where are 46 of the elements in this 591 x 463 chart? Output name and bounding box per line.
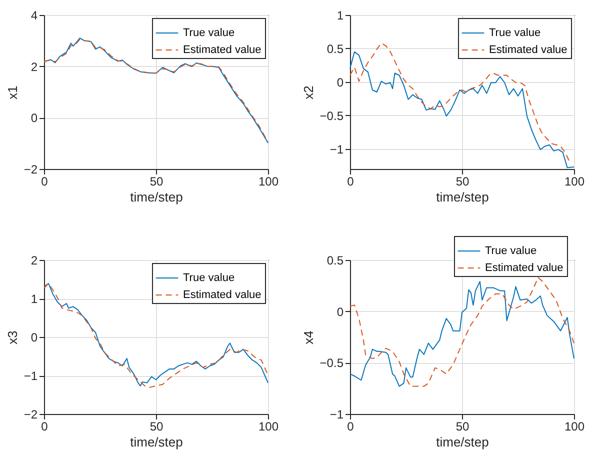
y-tick-label: −2 — [24, 408, 38, 422]
legend-label: Estimated value — [489, 44, 568, 56]
legend-label: Estimated value — [485, 262, 564, 274]
y-tick-label: 0 — [30, 330, 38, 344]
y-tick-label: −0.5 — [320, 108, 344, 123]
y-axis-title: x4 — [300, 330, 316, 344]
y-tick-label: 2 — [30, 254, 38, 268]
legend-label: True value — [183, 272, 235, 284]
x-tick-label: 50 — [150, 174, 164, 188]
x-tick-label: 0 — [347, 174, 354, 188]
x-axis-title: time/step — [130, 190, 183, 204]
y-tick-label: −2 — [24, 162, 38, 176]
legend-label: True value — [485, 245, 537, 257]
x-axis-title: time/step — [436, 434, 489, 450]
y-tick-label: −1 — [330, 142, 344, 156]
x-tick-label: 0 — [41, 420, 48, 434]
y-tick-label: 0.5 — [326, 254, 344, 268]
x-tick-label: 50 — [150, 420, 164, 434]
y-tick-label: 1 — [336, 8, 344, 22]
y-axis-title: x3 — [4, 330, 20, 344]
legend-label: True value — [489, 27, 541, 39]
y-axis-title: x1 — [4, 86, 20, 100]
legend-label: Estimated value — [183, 289, 262, 301]
y-tick-label: 0.5 — [326, 42, 344, 56]
y-tick-label: 0 — [336, 75, 344, 90]
y-tick-label: −0.5 — [320, 356, 344, 370]
y-tick-label: 1 — [30, 292, 38, 306]
legend-label: True value — [183, 27, 235, 39]
x-axis-title: time/step — [436, 190, 489, 204]
legend-label: Estimated value — [183, 44, 262, 56]
y-tick-label: −1 — [24, 369, 38, 383]
x-tick-label: 50 — [456, 420, 470, 434]
x-tick-label: 0 — [347, 420, 354, 434]
x-tick-label: 100 — [258, 174, 279, 188]
y-tick-label: 0 — [30, 111, 38, 126]
x-axis-title: time/step — [130, 434, 183, 450]
x-tick-label: 100 — [564, 174, 585, 188]
x-tick-label: 100 — [258, 420, 279, 434]
y-axis-title: x2 — [300, 86, 316, 100]
y-tick-label: 0 — [336, 304, 344, 319]
x-tick-label: 100 — [564, 420, 585, 434]
x-tick-label: 0 — [41, 174, 48, 188]
y-tick-label: 2 — [30, 60, 38, 74]
y-tick-label: 4 — [30, 8, 38, 22]
y-tick-label: −1 — [330, 408, 344, 422]
x-tick-label: 50 — [456, 174, 470, 188]
